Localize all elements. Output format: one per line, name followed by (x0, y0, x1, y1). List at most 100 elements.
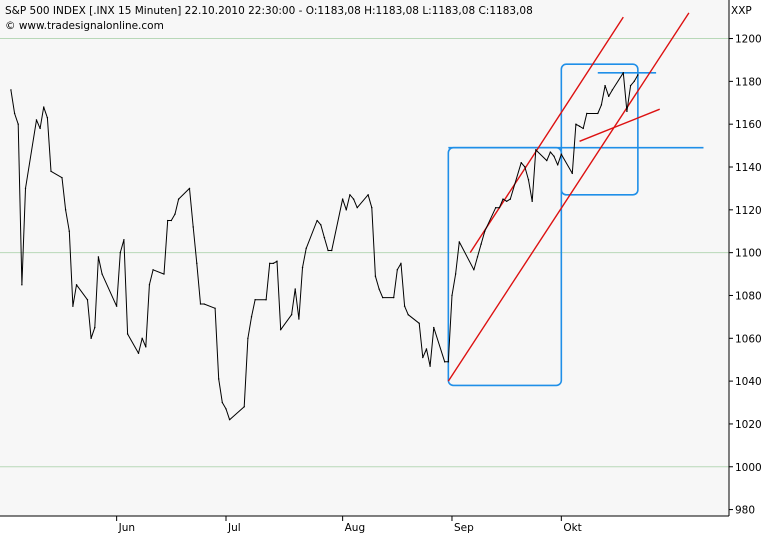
y-tick-label-1100: 1100 (735, 248, 762, 260)
price-point-33 (177, 198, 180, 200)
price-point-76 (403, 305, 406, 307)
price-point-17 (94, 326, 96, 329)
price-point-119 (629, 84, 632, 87)
price-point-105 (556, 164, 559, 166)
price-point-91 (484, 230, 486, 232)
price-point-104 (553, 155, 555, 157)
price-point-16 (90, 337, 92, 339)
y-tick-label-1000: 1000 (735, 462, 762, 474)
price-point-65 (349, 194, 351, 196)
price-point-41 (221, 401, 224, 404)
price-point-3 (21, 284, 23, 286)
symbol-label: XXP (731, 5, 752, 17)
price-point-49 (269, 262, 271, 265)
trend-line-1 (447, 12, 690, 382)
price-point-12 (68, 230, 70, 232)
price-point-81 (429, 365, 431, 367)
price-point-31 (170, 219, 173, 222)
price-point-83 (443, 361, 446, 363)
price-point-109 (578, 125, 581, 128)
price-point-88 (473, 269, 475, 271)
price-point-84 (447, 361, 450, 363)
y-tick-label-1180: 1180 (735, 76, 762, 88)
price-point-37 (199, 303, 202, 305)
price-point-19 (101, 273, 103, 275)
y-tick-label-1040: 1040 (735, 376, 762, 388)
price-point-7 (43, 106, 45, 108)
price-series-line (10, 72, 639, 421)
price-point-78 (418, 322, 420, 325)
trend-line-2 (469, 16, 624, 254)
price-point-56 (301, 266, 304, 269)
price-point-86 (454, 273, 457, 275)
price-point-29 (163, 273, 165, 275)
price-point-61 (327, 249, 329, 252)
x-tick-label-okt: Okt (563, 522, 581, 534)
price-point-89 (476, 256, 479, 258)
price-point-113 (600, 104, 603, 106)
price-point-68 (367, 194, 369, 196)
price-point-5 (35, 119, 38, 121)
price-point-98 (524, 166, 526, 168)
price-point-1 (13, 112, 16, 115)
price-point-115 (608, 95, 610, 98)
price-point-99 (527, 179, 530, 181)
price-point-27 (148, 284, 151, 286)
series-layer (10, 72, 639, 421)
price-point-53 (290, 314, 293, 316)
price-point-48 (265, 299, 267, 301)
x-tick-label-aug: Aug (345, 522, 366, 534)
price-point-117 (622, 72, 624, 74)
price-point-9 (50, 170, 52, 172)
y-tick-label-1160: 1160 (735, 119, 762, 131)
price-point-54 (294, 288, 296, 290)
price-point-43 (228, 418, 231, 421)
price-point-70 (374, 275, 377, 277)
price-point-46 (250, 316, 253, 318)
price-point-42 (225, 408, 227, 410)
price-point-112 (597, 112, 599, 115)
price-point-69 (371, 206, 373, 209)
price-point-100 (531, 200, 533, 202)
y-tick-label-1080: 1080 (735, 290, 762, 302)
price-point-32 (174, 213, 176, 215)
price-point-82 (433, 326, 435, 329)
price-point-71 (378, 288, 380, 290)
price-point-34 (188, 187, 191, 190)
price-point-75 (400, 262, 402, 265)
price-point-87 (458, 241, 460, 243)
price-point-120 (633, 80, 635, 83)
price-point-39 (214, 307, 216, 310)
price-point-44 (243, 406, 245, 408)
y-tick-label-1140: 1140 (735, 162, 762, 174)
price-point-79 (422, 356, 424, 359)
price-point-59 (320, 224, 322, 226)
price-point-121 (637, 74, 639, 76)
price-point-96 (509, 198, 511, 200)
price-point-67 (356, 206, 358, 209)
price-point-57 (305, 247, 307, 250)
price-point-26 (145, 346, 147, 348)
price-point-51 (276, 260, 278, 262)
price-point-52 (279, 329, 282, 331)
annotation-layer (447, 12, 704, 387)
plot-area (0, 0, 729, 516)
price-point-4 (24, 187, 27, 190)
price-point-63 (341, 198, 344, 200)
y-tick-label-980: 980 (735, 505, 755, 517)
price-point-101 (535, 149, 537, 151)
price-point-18 (97, 256, 100, 258)
price-point-47 (254, 299, 256, 301)
trend-line-3 (579, 108, 661, 142)
price-point-73 (392, 296, 395, 299)
price-point-106 (560, 153, 563, 155)
price-point-58 (316, 219, 318, 222)
price-point-38 (203, 303, 205, 305)
price-point-50 (272, 262, 275, 265)
y-tick-label-1120: 1120 (735, 205, 762, 217)
price-point-95 (505, 200, 508, 202)
price-point-11 (64, 209, 67, 211)
price-point-102 (546, 159, 548, 162)
